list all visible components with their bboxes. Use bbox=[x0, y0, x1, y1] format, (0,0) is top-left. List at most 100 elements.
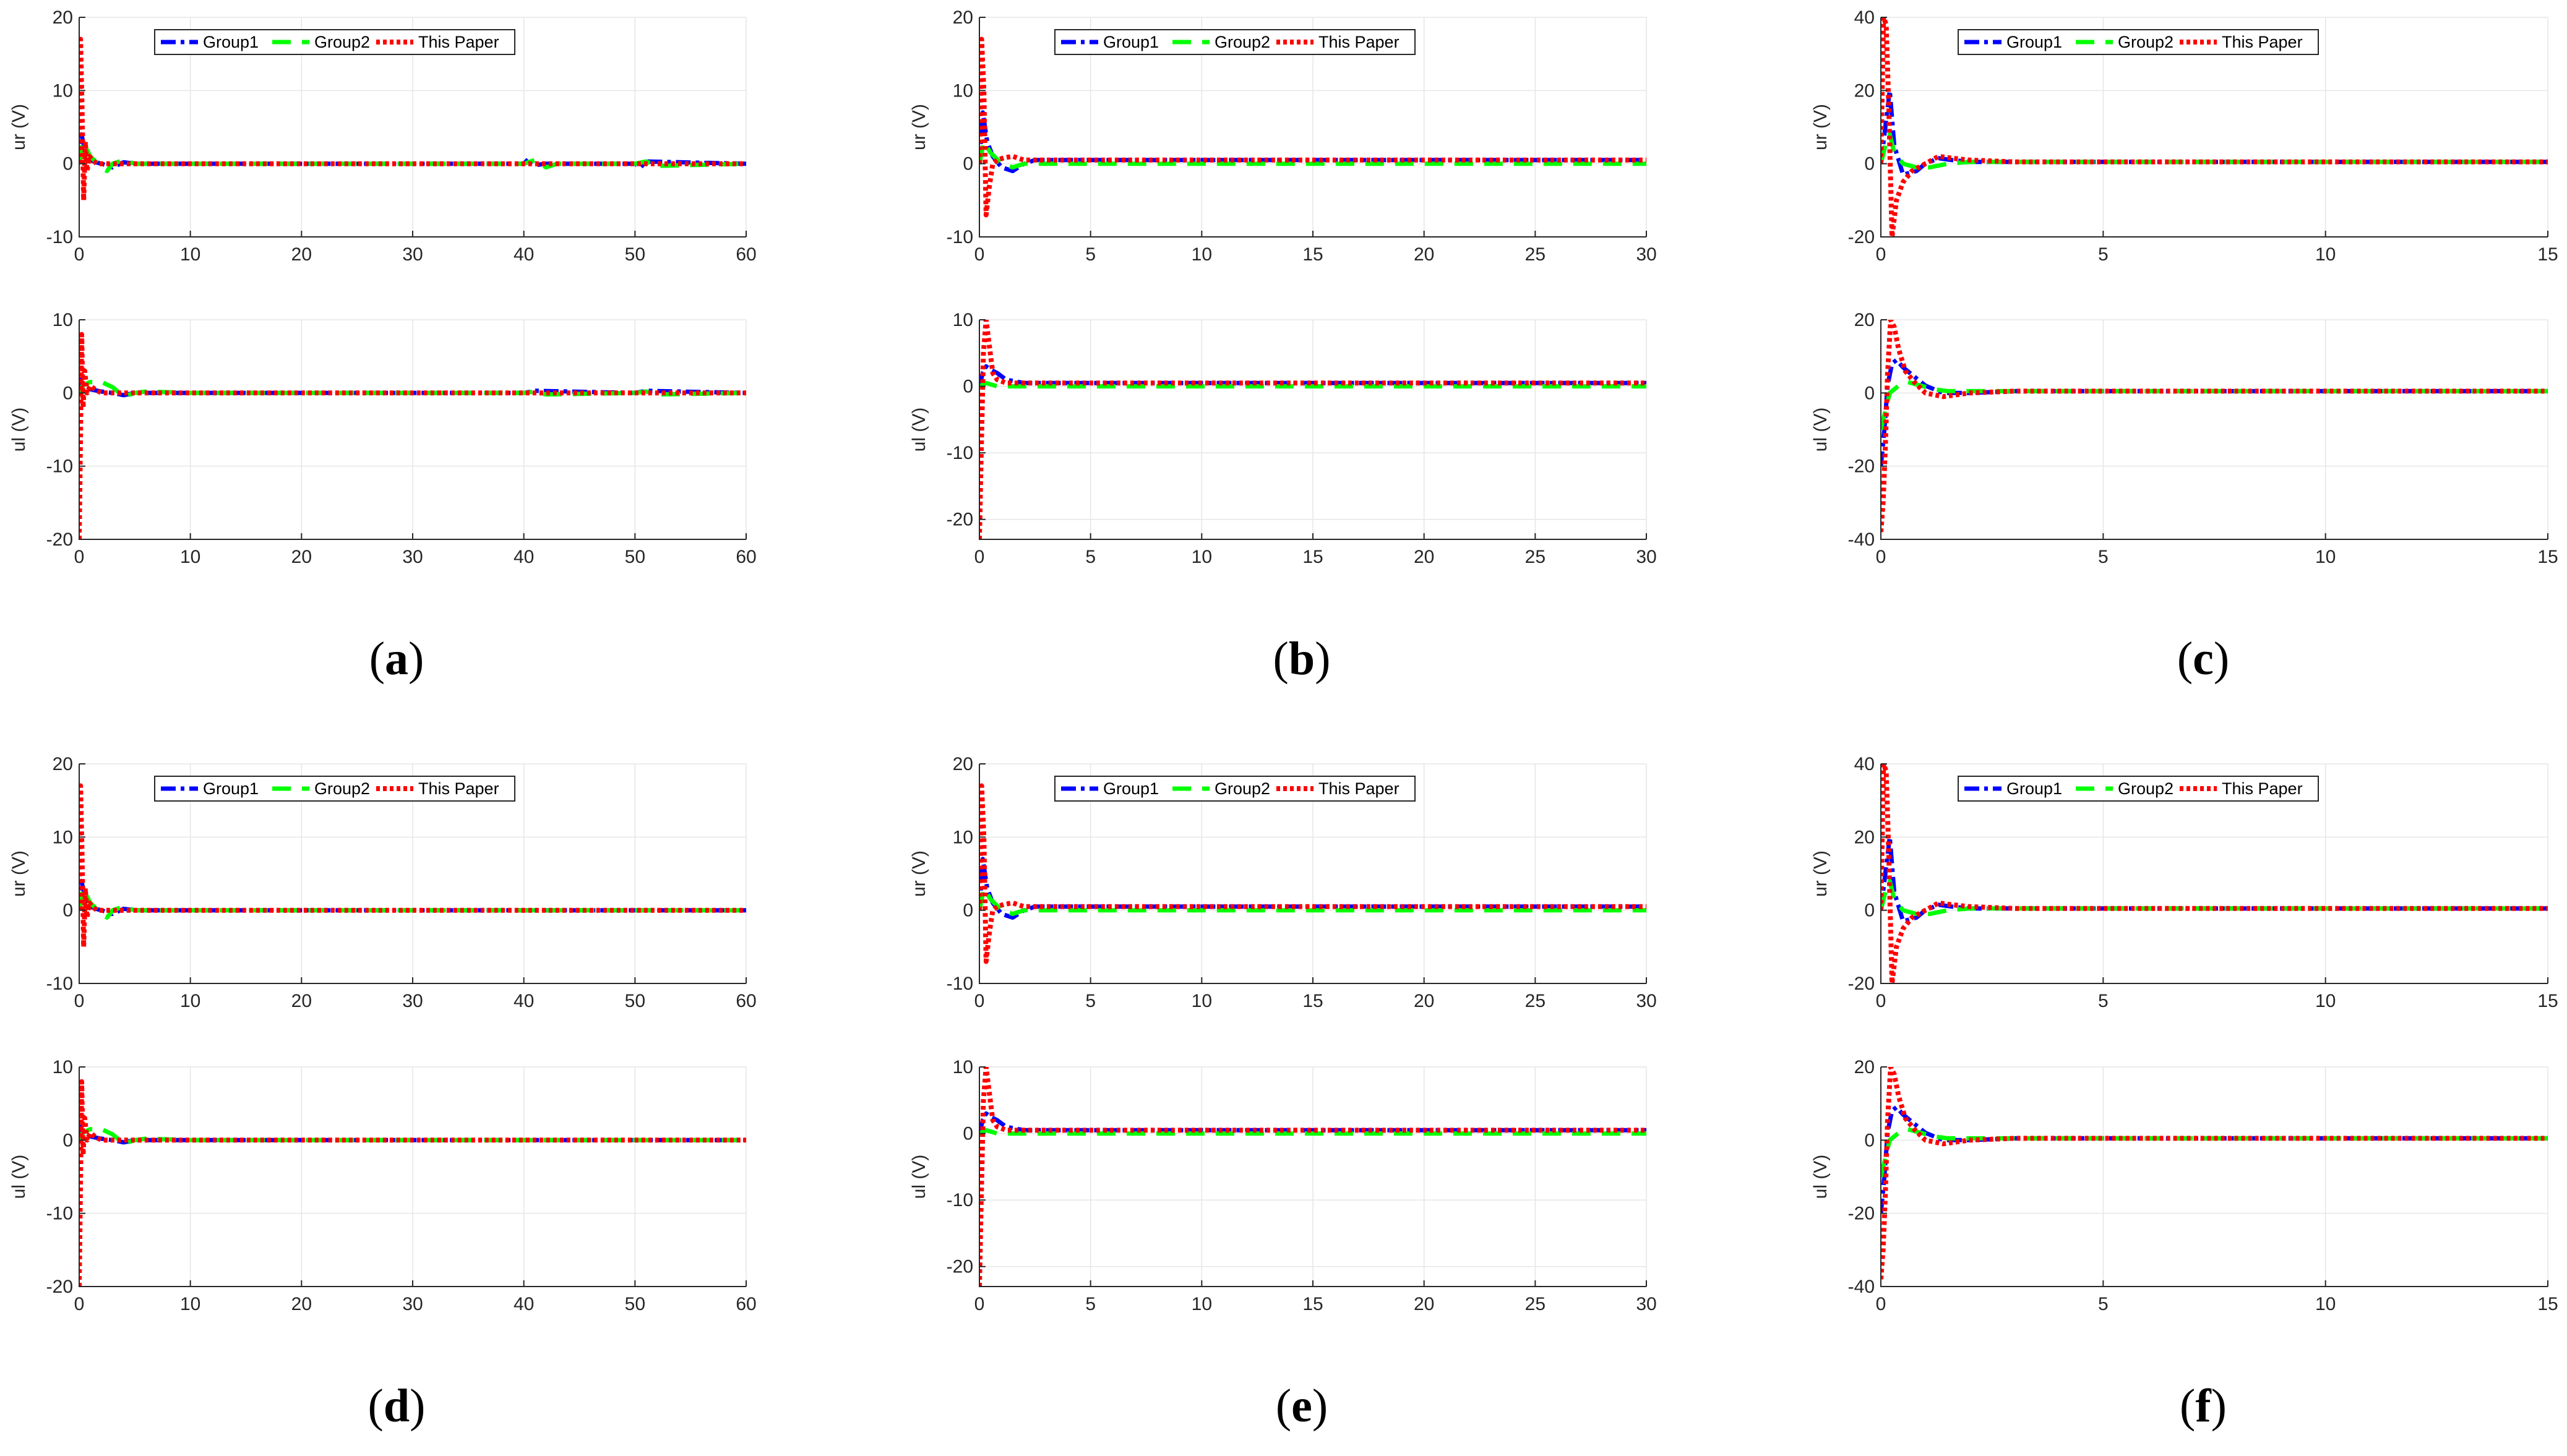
x-tick-label: 20 bbox=[1414, 547, 1434, 567]
series-line-paper bbox=[79, 783, 746, 949]
x-tick-label: 50 bbox=[625, 1294, 645, 1314]
series-line-group2 bbox=[1881, 878, 2548, 917]
series-line-group2 bbox=[1881, 132, 2548, 170]
y-tick-label: 10 bbox=[953, 310, 973, 330]
panel-caption: (e) bbox=[1276, 1380, 1328, 1432]
x-tick-label: 10 bbox=[1192, 991, 1212, 1011]
axis-frame bbox=[1880, 1067, 2548, 1287]
y-tick-label: -10 bbox=[947, 1190, 973, 1210]
caption-open-paren: ( bbox=[1273, 633, 1289, 685]
legend-label-paper: This Paper bbox=[418, 33, 499, 51]
legend: Group1 Group2 This Paper bbox=[154, 29, 515, 55]
x-tick-label: 30 bbox=[402, 1294, 423, 1314]
x-tick-label: 0 bbox=[974, 991, 985, 1011]
x-tick-label: 60 bbox=[736, 244, 756, 265]
series-line-paper bbox=[979, 36, 1646, 218]
series-line-group2 bbox=[1881, 380, 2548, 430]
y-axis-label: ul (V) bbox=[909, 1155, 929, 1199]
x-tick-label: 25 bbox=[1525, 991, 1546, 1011]
subplot-ul: 0 10 20 30 40 50 60 -20 -10 0 10 ul (V) bbox=[9, 1057, 757, 1314]
y-axis-label: ul (V) bbox=[9, 1155, 29, 1199]
x-tick-label: 30 bbox=[402, 547, 423, 567]
y-axis-label: ul (V) bbox=[1810, 1155, 1831, 1199]
series-line-group2 bbox=[979, 139, 1646, 170]
x-tick-label: 40 bbox=[514, 547, 534, 567]
series-line-paper bbox=[979, 320, 1646, 539]
x-tick-label: 25 bbox=[1525, 244, 1546, 265]
subplot-ul: 0 5 10 15 20 25 30 -20 -10 0 10 ul (V) bbox=[909, 310, 1657, 567]
x-tick-label: 15 bbox=[2537, 1294, 2558, 1314]
y-tick-label: 20 bbox=[953, 754, 973, 774]
x-tick-label: 0 bbox=[1876, 244, 1886, 265]
y-tick-label: 0 bbox=[963, 377, 973, 397]
legend-label-paper: This Paper bbox=[1318, 33, 1400, 51]
x-tick-label: 5 bbox=[2098, 1294, 2109, 1314]
x-tick-label: 5 bbox=[1085, 991, 1096, 1011]
y-tick-label: -10 bbox=[947, 974, 973, 994]
subplot-ul: 0 10 20 30 40 50 60 -20 -10 0 10 ul (V) bbox=[9, 310, 757, 567]
subplot-ul: 0 5 10 15 -40 -20 0 20 ul (V) bbox=[1810, 310, 2558, 567]
series-line-group1 bbox=[79, 132, 746, 170]
y-tick-label: 0 bbox=[1864, 383, 1875, 403]
legend-label-group1: Group1 bbox=[1103, 779, 1159, 798]
x-tick-label: 0 bbox=[74, 244, 85, 265]
x-tick-label: 0 bbox=[1876, 991, 1886, 1011]
y-tick-label: 10 bbox=[53, 1057, 73, 1077]
caption-letter: c bbox=[2193, 633, 2214, 685]
series-line-group2 bbox=[1881, 1127, 2548, 1178]
panel-caption: (b) bbox=[1273, 633, 1331, 685]
legend: Group1 Group2 This Paper bbox=[1958, 776, 2319, 802]
series-line-group1 bbox=[1881, 1105, 2548, 1214]
y-tick-label: -20 bbox=[947, 1257, 973, 1277]
y-tick-label: 20 bbox=[53, 754, 73, 774]
x-tick-label: 15 bbox=[1302, 547, 1323, 567]
x-tick-label: 15 bbox=[1302, 244, 1323, 265]
x-tick-label: 0 bbox=[74, 991, 85, 1011]
y-tick-label: 0 bbox=[62, 154, 73, 174]
y-tick-label: -10 bbox=[947, 443, 973, 463]
legend: Group1 Group2 This Paper bbox=[1958, 29, 2319, 55]
y-tick-label: -10 bbox=[46, 227, 73, 247]
y-axis-label: ul (V) bbox=[9, 408, 29, 452]
y-tick-label: 20 bbox=[1854, 80, 1875, 101]
series-line-group2 bbox=[979, 1128, 1646, 1136]
y-tick-label: 20 bbox=[53, 7, 73, 28]
series-line-group2 bbox=[79, 139, 746, 173]
x-tick-label: 15 bbox=[1302, 1294, 1323, 1314]
x-tick-label: 0 bbox=[974, 547, 985, 567]
x-tick-label: 10 bbox=[1192, 244, 1212, 265]
series-line-paper bbox=[79, 332, 746, 539]
y-axis-label: ur (V) bbox=[9, 104, 29, 150]
x-tick-label: 30 bbox=[402, 244, 423, 265]
y-tick-label: -40 bbox=[1848, 529, 1875, 550]
x-tick-label: 15 bbox=[2537, 991, 2558, 1011]
legend-label-group2: Group2 bbox=[2118, 33, 2174, 51]
legend-box bbox=[1958, 29, 2319, 55]
legend-label-group1: Group1 bbox=[1103, 33, 1159, 51]
y-tick-label: 20 bbox=[953, 7, 973, 28]
x-tick-label: 10 bbox=[2315, 547, 2336, 567]
legend-label-group2: Group2 bbox=[314, 33, 370, 51]
y-tick-label: -40 bbox=[1848, 1277, 1875, 1297]
x-tick-label: 0 bbox=[1876, 1294, 1886, 1314]
x-tick-label: 40 bbox=[514, 991, 534, 1011]
x-tick-label: 10 bbox=[1192, 547, 1212, 567]
x-tick-label: 20 bbox=[291, 547, 312, 567]
y-tick-label: 0 bbox=[963, 901, 973, 921]
x-tick-label: 0 bbox=[974, 1294, 985, 1314]
panel-caption: (d) bbox=[368, 1380, 426, 1432]
x-tick-label: 30 bbox=[1636, 991, 1656, 1011]
x-tick-label: 30 bbox=[402, 991, 423, 1011]
y-tick-label: 20 bbox=[1854, 827, 1875, 847]
caption-close-paren: ) bbox=[1315, 633, 1330, 685]
legend-label-group1: Group1 bbox=[2006, 33, 2062, 51]
